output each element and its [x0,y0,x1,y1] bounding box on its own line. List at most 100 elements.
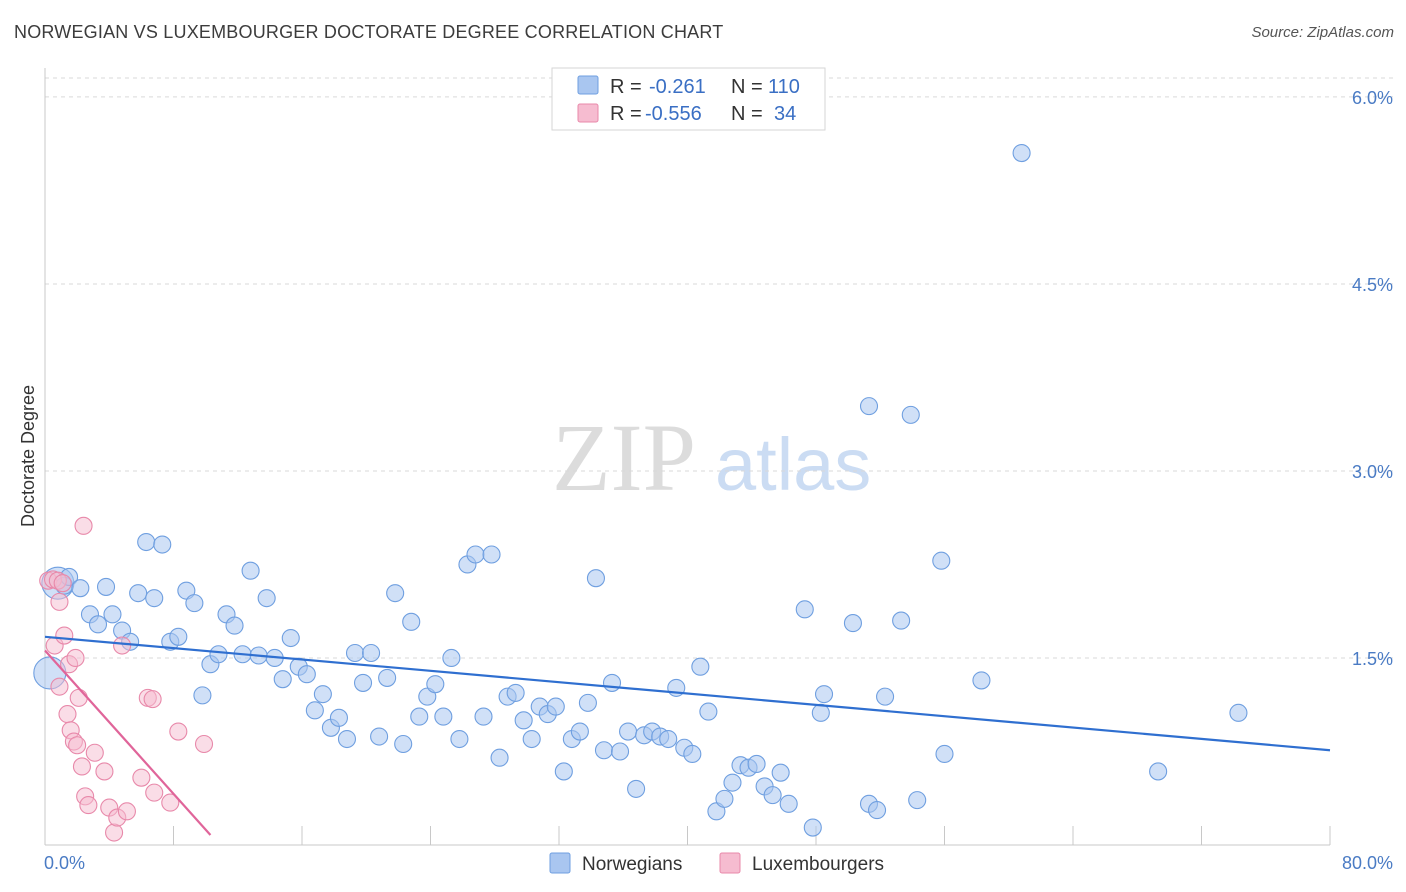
series-legend: Norwegians Luxembourgers [549,852,884,875]
point-norwegians [570,722,589,741]
legend-n-value-1: 110 [768,76,800,98]
point-luxembourgers [72,757,91,776]
legend-r-value-1: -0.261 [649,76,706,98]
point-luxembourgers [68,736,87,755]
legend-n-label-1: N = [731,76,763,98]
x-tick-label-max: 80.0% [1342,853,1393,873]
point-norwegians [779,794,798,813]
point-norwegians [892,611,911,630]
legend-r-value-2: -0.556 [645,103,702,125]
point-luxembourgers [194,734,214,754]
series-luxembourgers [39,516,214,842]
point-luxembourgers [117,802,136,821]
point-luxembourgers [169,722,188,741]
bottom-legend-swatch-luxembourgers [719,852,741,874]
point-norwegians [313,685,332,704]
point-norwegians [466,545,485,564]
point-luxembourgers [132,768,151,787]
point-norwegians [71,579,90,598]
bottom-legend-swatch-norwegians [549,852,571,874]
point-norwegians [450,729,469,749]
point-norwegians [442,648,461,668]
point-norwegians [362,643,381,663]
point-norwegians [241,561,260,580]
trend-line-luxembourgers [44,649,212,836]
point-luxembourgers [145,783,164,802]
point-luxembourgers [66,648,85,668]
point-norwegians [610,742,630,761]
point-norwegians [103,605,122,624]
watermark-zip: ZIP [552,404,696,511]
point-norwegians [209,645,228,664]
y-tick-label: 1.5% [1352,649,1393,669]
point-luxembourgers [55,626,74,645]
point-norwegians [619,722,638,741]
point-norwegians [386,584,405,603]
point-norwegians [908,791,927,810]
point-norwegians [867,801,887,820]
point-norwegians [410,707,429,726]
point-norwegians [1012,143,1031,163]
trend-lines [44,635,1331,836]
point-luxembourgers [69,688,88,707]
point-norwegians [586,569,605,588]
point-norwegians [402,612,421,631]
point-norwegians [935,744,954,764]
legend-n-label-2: N = [731,103,763,125]
x-tick-label-min: 0.0% [44,853,85,873]
point-luxembourgers [74,516,93,535]
point-norwegians [482,545,501,564]
chart-title: NORWEGIAN VS LUXEMBOURGER DOCTORATE DEGR… [14,22,724,42]
point-norwegians [305,701,324,720]
point-norwegians [281,628,300,648]
legend-swatch-pink [577,103,599,123]
point-norwegians [474,707,493,726]
point-norwegians [88,615,108,634]
point-norwegians [602,673,622,692]
point-norwegians [490,748,509,767]
point-norwegians [137,532,156,552]
stats-legend: R = -0.261 N = 110 R = -0.556 N = 34 [551,67,826,131]
point-norwegians [715,789,734,808]
point-luxembourgers [105,823,124,842]
point-norwegians [273,670,292,689]
point-norwegians [972,671,991,690]
y-axis-label: Doctorate Degree [18,385,38,527]
point-norwegians [1229,703,1248,722]
trend-line-norwegians [44,635,1331,752]
point-norwegians [578,693,597,712]
point-norwegians [329,708,348,727]
point-norwegians [747,754,766,774]
point-norwegians [145,589,164,608]
point-norwegians [699,702,718,721]
point-luxembourgers [85,743,104,762]
axes [44,68,1331,846]
point-norwegians [129,584,148,603]
point-norwegians [763,786,782,805]
point-norwegians [843,614,862,633]
point-norwegians [185,594,204,613]
watermark-atlas: atlas [715,423,871,506]
point-norwegians [514,711,533,730]
point-luxembourgers [53,574,72,593]
point-luxembourgers [143,690,162,709]
point-norwegians [659,729,678,749]
point-norwegians [627,779,646,798]
point-norwegians [257,589,276,608]
point-luxembourgers [50,677,69,696]
point-luxembourgers [50,592,69,611]
source-label: Source: ZipAtlas.com [1251,24,1394,41]
point-norwegians [434,707,453,726]
point-norwegians [546,697,565,716]
point-norwegians [394,734,413,754]
point-norwegians [370,727,389,746]
y-tick-label: 6.0% [1352,88,1393,108]
point-norwegians [814,685,834,704]
point-norwegians [153,535,172,554]
point-norwegians [691,657,710,676]
point-norwegians [378,668,397,687]
point-norwegians [345,643,365,663]
legend-n-value-2: 34 [774,103,796,125]
y-tick-label: 4.5% [1352,275,1393,295]
point-norwegians [876,687,895,706]
